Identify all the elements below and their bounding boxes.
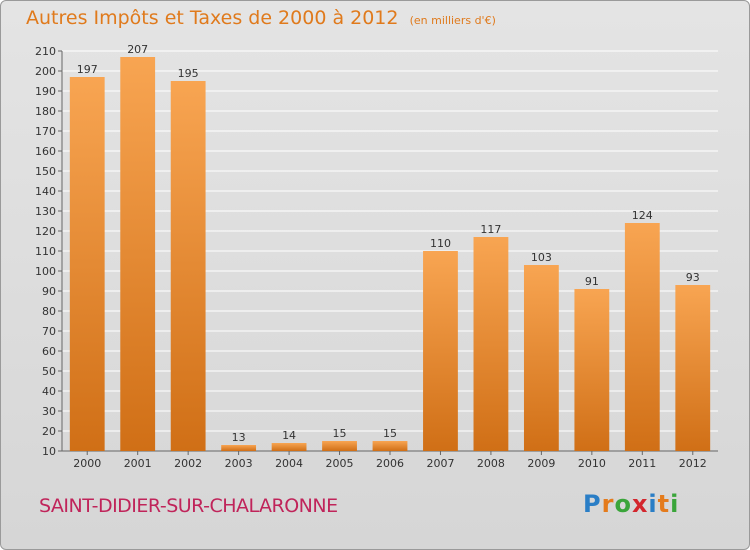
- logo-letter: i: [648, 490, 658, 518]
- y-tick-label: 190: [35, 85, 56, 98]
- logo-letter: t: [657, 490, 671, 518]
- data-label: 91: [585, 275, 599, 288]
- x-tick-label: 2010: [578, 457, 606, 470]
- bar: [574, 289, 610, 451]
- y-tick-label: 60: [42, 345, 56, 358]
- x-tick-label: 2002: [174, 457, 202, 470]
- bar: [170, 81, 206, 451]
- x-tick-label: 2001: [124, 457, 152, 470]
- logo-letter: i: [670, 490, 680, 518]
- bar: [120, 57, 156, 451]
- grid-lines: [62, 50, 718, 452]
- chart-subtitle: (en milliers d'€): [409, 14, 496, 27]
- y-tick-label: 200: [35, 65, 56, 78]
- x-tick-label: 2008: [477, 457, 505, 470]
- y-tick-label: 130: [35, 205, 56, 218]
- logo-letter: x: [631, 490, 649, 518]
- data-label: 13: [232, 431, 246, 444]
- bars: [69, 57, 711, 451]
- logo-letter: P: [583, 490, 602, 518]
- y-tick-label: 80: [42, 305, 56, 318]
- bar: [523, 265, 559, 451]
- y-tick-label: 210: [35, 45, 56, 58]
- bar: [69, 77, 105, 451]
- data-label: 207: [127, 43, 148, 56]
- bar: [423, 251, 458, 451]
- bar: [624, 223, 660, 451]
- y-tick-label: 90: [42, 285, 56, 298]
- x-tick-label: 2007: [426, 457, 454, 470]
- y-tick-label: 20: [42, 425, 56, 438]
- x-tick-label: 2005: [326, 457, 354, 470]
- y-tick-label: 100: [35, 265, 56, 278]
- y-tick-label: 140: [35, 185, 56, 198]
- x-tick-label: 2011: [628, 457, 656, 470]
- y-tick-label: 180: [35, 105, 56, 118]
- x-tick-label: 2012: [679, 457, 707, 470]
- y-tick-label: 120: [35, 225, 56, 238]
- bar: [221, 445, 257, 451]
- logo-letter: o: [614, 490, 632, 518]
- logo-letter: r: [601, 490, 615, 518]
- title-row: Autres Impôts et Taxes de 2000 à 2012 (e…: [26, 7, 496, 29]
- y-tick-label: 150: [35, 165, 56, 178]
- data-label: 103: [531, 251, 552, 264]
- x-tick-label: 2000: [73, 457, 101, 470]
- data-label: 15: [383, 427, 397, 440]
- data-label: 117: [480, 223, 501, 236]
- y-tick-label: 170: [35, 125, 56, 138]
- bar: [271, 443, 307, 451]
- data-label: 197: [77, 63, 98, 76]
- data-label: 15: [333, 427, 347, 440]
- x-tick-label: 2006: [376, 457, 404, 470]
- bar: [322, 441, 357, 451]
- bar: [473, 237, 509, 451]
- y-tick-label: 160: [35, 145, 56, 158]
- location-name: SAINT-DIDIER-SUR-CHALARONNE: [39, 495, 338, 517]
- chart-title: Autres Impôts et Taxes de 2000 à 2012: [26, 7, 399, 29]
- bar: [675, 285, 711, 451]
- data-label: 110: [430, 237, 451, 250]
- bar: [372, 441, 408, 451]
- x-tick-label: 2004: [275, 457, 303, 470]
- y-tick-label: 110: [35, 245, 56, 258]
- data-label: 195: [178, 67, 199, 80]
- y-tick-label: 40: [42, 385, 56, 398]
- labels: 197 2000 207 2001 195 2002 13 2003 14 2004 15 2005 1…: [73, 43, 707, 470]
- y-tick-label: 10: [42, 445, 56, 458]
- y-tick-label: 50: [42, 365, 56, 378]
- data-label: 14: [282, 429, 296, 442]
- data-label: 124: [632, 209, 653, 222]
- y-tick-label: 30: [42, 405, 56, 418]
- x-tick-label: 2003: [225, 457, 253, 470]
- proxiti-logo[interactable]: Proxiti: [583, 490, 679, 518]
- y-tick-label: 70: [42, 325, 56, 338]
- data-label: 93: [686, 271, 700, 284]
- x-tick-label: 2009: [527, 457, 555, 470]
